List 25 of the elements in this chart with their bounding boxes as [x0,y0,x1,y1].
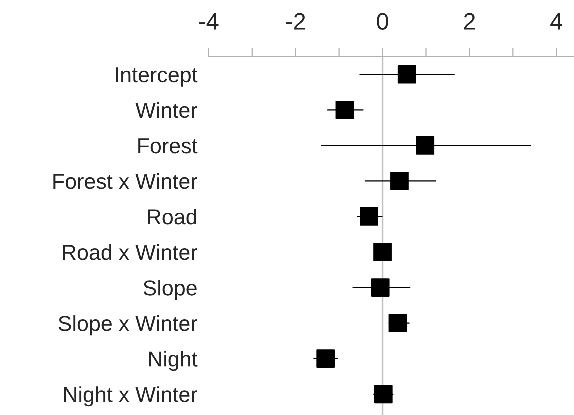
y-tick-label: Intercept [116,68,198,87]
point [398,65,416,84]
point [374,243,392,262]
point [336,100,354,120]
x-tick-label: -2 [286,13,306,30]
y-tick-label: Winter [136,102,198,118]
y-tick-label: Slope x Winter [58,316,198,336]
point [371,278,390,297]
y-tick-label: Night [149,351,198,372]
point [360,208,378,226]
y-tick-label: Slope [144,280,197,300]
y-tick-label: Road [148,208,196,225]
y-tick-label: Night x Winter [64,386,198,407]
y-tick-label: Forest [138,138,198,154]
point [316,350,336,368]
point [390,172,409,190]
x-tick-label: 2 [464,13,476,30]
point [388,314,408,333]
y-tick-label: Forest x Winter [54,173,198,190]
x-tick-label: 4 [550,13,562,30]
x-tick-label: -4 [199,13,219,30]
x-tick-label: 0 [377,13,388,30]
point [374,385,393,404]
point [416,136,435,155]
y-tick-label: Road x Winter [63,244,198,260]
